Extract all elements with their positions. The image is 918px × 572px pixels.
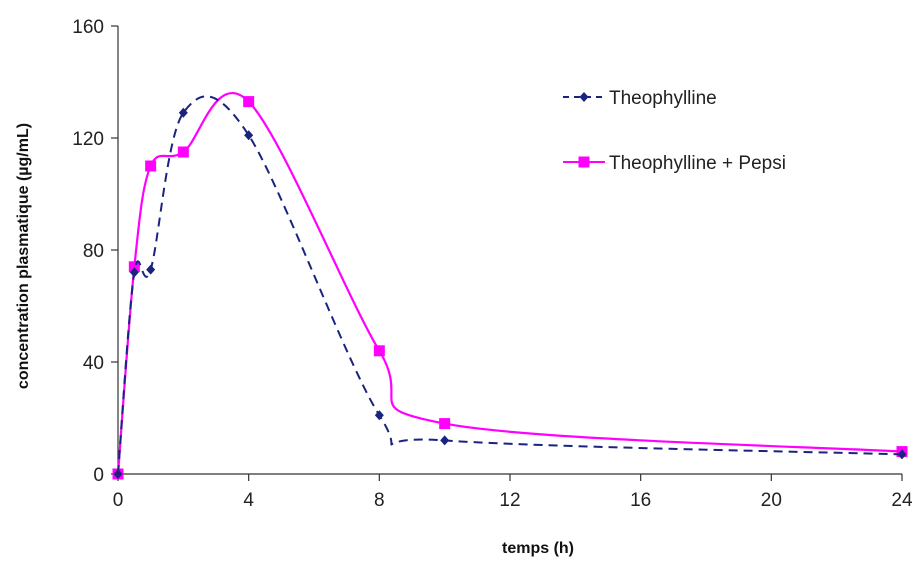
x-tick-label: 16: [630, 490, 651, 511]
x-tick-label: 24: [891, 490, 913, 511]
data-point-theophylline: [374, 410, 384, 421]
data-point-theophylline-pepsi: [128, 261, 140, 273]
series-layer: [112, 91, 908, 480]
data-point-theophylline: [129, 267, 139, 278]
data-point-theophylline-pepsi: [243, 96, 255, 108]
y-tick-label: 40: [83, 353, 104, 374]
legend-label-theophylline: Theophylline: [609, 88, 717, 109]
x-tick-label: 0: [113, 490, 124, 511]
y-axis-title: concentration plasmatique (µg/mL): [15, 123, 32, 389]
y-tick-label: 160: [72, 17, 104, 38]
data-point-theophylline: [178, 107, 188, 118]
series-theophylline: [113, 95, 907, 479]
series-theophylline-pepsi: [112, 91, 908, 480]
x-tick-label: 8: [374, 490, 385, 511]
x-tick-label: 4: [243, 490, 254, 511]
data-point-theophylline: [146, 264, 156, 275]
x-tick-label: 20: [761, 490, 782, 511]
data-point-theophylline-pepsi: [177, 146, 189, 158]
legend: Theophylline Theophylline + Pepsi: [563, 88, 786, 174]
data-point-theophylline-pepsi: [439, 418, 451, 430]
x-axis-title: temps (h): [502, 540, 574, 557]
legend-marker-shape-theophylline: [579, 92, 589, 102]
series-line-theophylline-pepsi: [116, 91, 903, 475]
y-tick-label: 80: [83, 241, 104, 262]
x-axis-ticks: 0 4 8 12 16 20 24: [113, 474, 913, 511]
y-tick-label: 0: [93, 465, 104, 486]
data-point-theophylline: [897, 449, 907, 460]
legend-marker-theophylline: [579, 92, 589, 102]
y-tick-label: 120: [72, 129, 104, 150]
data-point-theophylline: [440, 435, 450, 446]
plot-area: 0 40 80 120 160 0 4 8 12 16 20 24: [72, 17, 913, 511]
legend-marker-theophylline-pepsi: [578, 156, 590, 168]
series-line-theophylline: [117, 95, 903, 475]
legend-label-theophylline-pepsi: Theophylline + Pepsi: [609, 153, 786, 174]
x-tick-label: 12: [499, 490, 520, 511]
data-point-theophylline: [113, 469, 123, 479]
legend-item-theophylline-pepsi: Theophylline + Pepsi: [563, 153, 786, 174]
data-point-theophylline-pepsi: [145, 160, 157, 172]
data-point-theophylline: [244, 130, 254, 141]
data-point-theophylline-pepsi: [373, 345, 385, 357]
legend-item-theophylline: Theophylline: [563, 88, 717, 109]
legend-marker-shape-theophylline-pepsi: [578, 156, 590, 168]
y-axis-ticks: 0 40 80 120 160: [72, 17, 118, 486]
